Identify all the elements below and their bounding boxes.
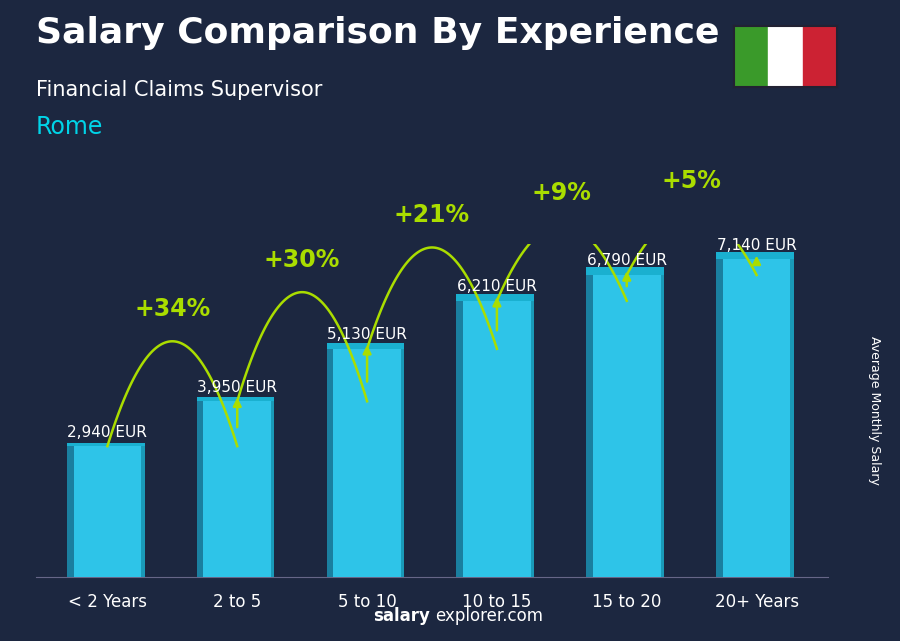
Text: 7,140 EUR: 7,140 EUR [716, 238, 796, 253]
Bar [716, 251, 794, 260]
Polygon shape [67, 446, 74, 577]
Polygon shape [400, 349, 404, 577]
Text: Financial Claims Supervisor: Financial Claims Supervisor [36, 80, 322, 100]
Polygon shape [271, 401, 274, 577]
Text: salary: salary [374, 607, 430, 625]
Polygon shape [531, 301, 534, 577]
Bar [768, 26, 803, 87]
Polygon shape [661, 275, 664, 577]
Polygon shape [716, 260, 723, 577]
Bar [803, 26, 837, 87]
Text: +5%: +5% [662, 169, 722, 193]
Text: +34%: +34% [134, 297, 211, 321]
Text: +9%: +9% [532, 181, 592, 205]
Bar [67, 443, 145, 446]
Text: 3,950 EUR: 3,950 EUR [197, 379, 277, 395]
Text: +21%: +21% [394, 203, 470, 228]
Polygon shape [197, 401, 203, 577]
Bar [74, 446, 141, 577]
Bar [203, 401, 271, 577]
Text: 6,210 EUR: 6,210 EUR [457, 279, 537, 294]
Bar [464, 301, 531, 577]
Bar [586, 267, 664, 275]
Bar [197, 397, 274, 401]
Text: 6,790 EUR: 6,790 EUR [587, 253, 667, 269]
Bar [734, 26, 768, 87]
Polygon shape [586, 275, 593, 577]
Text: 2,940 EUR: 2,940 EUR [68, 424, 148, 440]
Bar [333, 349, 400, 577]
Text: Rome: Rome [36, 115, 104, 139]
Polygon shape [456, 301, 464, 577]
Text: Average Monthly Salary: Average Monthly Salary [868, 336, 881, 485]
Bar [327, 343, 404, 349]
Bar [593, 275, 661, 577]
Polygon shape [141, 446, 145, 577]
Text: +30%: +30% [264, 248, 340, 272]
Bar [456, 294, 534, 301]
Text: Salary Comparison By Experience: Salary Comparison By Experience [36, 16, 719, 50]
Text: 5,130 EUR: 5,130 EUR [327, 327, 407, 342]
Polygon shape [790, 260, 794, 577]
Text: explorer.com: explorer.com [435, 607, 543, 625]
Bar [723, 260, 790, 577]
Polygon shape [327, 349, 333, 577]
